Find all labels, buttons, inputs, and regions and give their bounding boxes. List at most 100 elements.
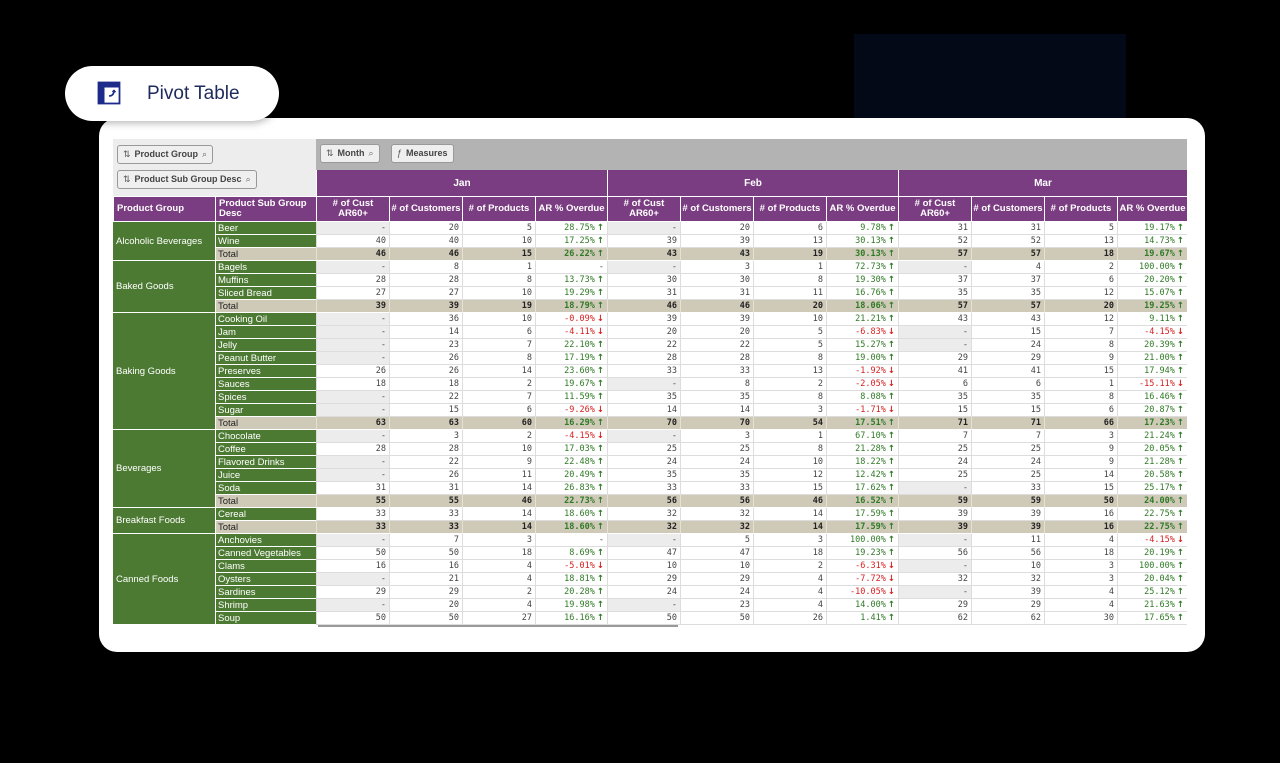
table-cell: - [316,573,389,586]
table-cell: 8.69% ↑ [535,547,607,560]
cell-value: 13 [812,366,823,376]
table-cell: 24 [680,456,753,469]
sub-group-label[interactable]: Wine [215,235,316,248]
measure-header[interactable]: # of Customers [680,196,753,221]
measure-header[interactable]: # of Cust AR60+ [607,196,680,221]
search-icon[interactable]: ⌕ [245,174,251,184]
cell-value: 18.60% [564,522,595,532]
sub-group-label[interactable]: Preserves [215,365,316,378]
measure-header[interactable]: # of Products [1044,196,1117,221]
total-label[interactable]: Total [215,521,316,534]
product-sub-group-header[interactable]: Product Sub Group Desc [215,196,316,221]
month-header-feb[interactable]: Feb [607,170,898,196]
horizontal-scrollbar[interactable] [318,624,678,627]
sub-group-label[interactable]: Jam [215,326,316,339]
table-cell: 7 [389,534,462,547]
measure-header[interactable]: # of Products [462,196,535,221]
table-cell: 3 [462,534,535,547]
table-cell: 3 [389,430,462,443]
table-cell: 4 [753,586,826,599]
group-label[interactable]: Alcoholic Beverages [113,222,215,261]
sub-group-label[interactable]: Bagels [215,261,316,274]
product-group-header[interactable]: Product Group [113,196,215,221]
table-cell: - [898,261,971,274]
group-label[interactable]: Baking Goods [113,313,215,430]
measure-header[interactable]: # of Customers [389,196,462,221]
table-cell: 2 [462,378,535,391]
cell-value: 19 [812,249,823,259]
sub-group-label[interactable]: Oysters [215,573,316,586]
table-cell: 25 [898,469,971,482]
cell-value: - [380,457,386,467]
sub-group-label[interactable]: Spices [215,391,316,404]
measure-header[interactable]: AR % Overdue [535,196,607,221]
table-cell: 13 [753,365,826,378]
table-cell: 19.67% ↑ [535,378,607,391]
total-label[interactable]: Total [215,495,316,508]
measure-header[interactable]: # of Products [753,196,826,221]
sub-group-label[interactable]: Juice [215,469,316,482]
table-cell: 5 [462,222,535,235]
arrow-down-icon: ↓ [887,379,895,389]
sub-group-label[interactable]: Anchovies [215,534,316,547]
sub-group-label[interactable]: Cereal [215,508,316,521]
month-header-mar[interactable]: Mar [898,170,1187,196]
table-cell: 10 [607,560,680,573]
month-chip[interactable]: ⇅ Month ⌕ [320,144,380,163]
arrow-up-icon: ↑ [1176,431,1184,441]
table-cell: 15 [753,482,826,495]
cell-value: 4 [526,561,532,571]
cell-value: 7 [1035,431,1041,441]
table-cell: 23 [680,599,753,612]
table-cell: 16.16% ↑ [535,612,607,625]
cell-value: 52 [1030,236,1041,246]
sub-group-label[interactable]: Sugar [215,404,316,417]
total-label[interactable]: Total [215,248,316,261]
measures-chip[interactable]: ƒ Measures [391,144,454,163]
sub-group-label[interactable]: Muffins [215,274,316,287]
sub-group-label[interactable]: Coffee [215,443,316,456]
cell-value: 22.48% [564,457,595,467]
measure-header[interactable]: AR % Overdue [826,196,898,221]
month-header-jan[interactable]: Jan [316,170,607,196]
sub-group-label[interactable]: Jelly [215,339,316,352]
search-icon[interactable]: ⌕ [202,149,208,159]
cell-value: 1 [817,262,823,272]
group-label[interactable]: Breakfast Foods [113,508,215,534]
cell-value: 24 [1030,340,1041,350]
total-label[interactable]: Total [215,300,316,313]
sub-group-label[interactable]: Peanut Butter [215,352,316,365]
sub-group-label[interactable]: Clams [215,560,316,573]
measure-header[interactable]: AR % Overdue [1117,196,1187,221]
group-label[interactable]: Canned Foods [113,534,215,625]
search-icon[interactable]: ⌕ [368,148,374,158]
sub-group-label[interactable]: Beer [215,222,316,235]
cell-value: 9 [1108,353,1114,363]
sub-group-label[interactable]: Chocolate [215,430,316,443]
measure-header[interactable]: # of Customers [971,196,1044,221]
sub-group-label[interactable]: Soda [215,482,316,495]
group-label[interactable]: Baked Goods [113,261,215,313]
product-sub-group-chip[interactable]: ⇅ Product Sub Group Desc ⌕ [117,170,257,189]
sub-group-label[interactable]: Sauces [215,378,316,391]
cell-value: 46 [666,301,677,311]
group-label[interactable]: Beverages [113,430,215,508]
sub-group-label[interactable]: Soup [215,612,316,625]
cell-value: 14.73% [1144,236,1175,246]
measure-header[interactable]: # of Cust AR60+ [316,196,389,221]
sub-group-label[interactable]: Cooking Oil [215,313,316,326]
table-cell: 33 [607,482,680,495]
cell-value: 35 [957,288,968,298]
table-cell: 9 [1044,352,1117,365]
product-group-chip[interactable]: ⇅ Product Group ⌕ [117,145,214,164]
total-label[interactable]: Total [215,417,316,430]
cell-value: 15 [1030,405,1041,415]
sub-group-label[interactable]: Sardines [215,586,316,599]
table-cell: - [316,404,389,417]
sub-group-label[interactable]: Flavored Drinks [215,456,316,469]
table-cell: 10 [680,560,753,573]
sub-group-label[interactable]: Canned Vegetables [215,547,316,560]
sub-group-label[interactable]: Shrimp [215,599,316,612]
measure-header[interactable]: # of Cust AR60+ [898,196,971,221]
sub-group-label[interactable]: Sliced Bread [215,287,316,300]
